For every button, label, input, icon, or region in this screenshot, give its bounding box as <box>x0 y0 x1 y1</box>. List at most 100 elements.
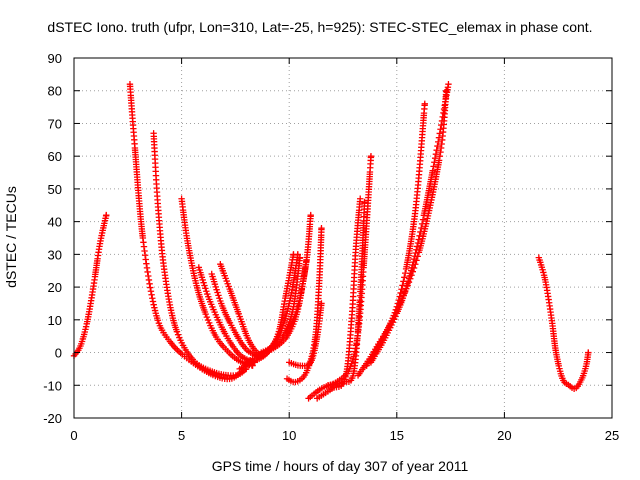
data-point <box>294 303 302 310</box>
data-point <box>387 320 394 328</box>
series-12 <box>283 211 314 337</box>
data-point <box>410 264 418 272</box>
data-point <box>212 283 219 291</box>
data-point <box>399 294 406 302</box>
data-point <box>296 254 304 261</box>
chart-title: dSTEC Iono. truth (ufpr, Lon=310, Lat=-2… <box>47 19 592 35</box>
data-point <box>414 253 421 260</box>
data-point <box>443 87 450 94</box>
series-16 <box>313 195 364 402</box>
data-point <box>403 285 410 292</box>
data-point <box>307 211 314 219</box>
data-point <box>174 331 182 338</box>
data-point <box>296 297 303 305</box>
data-point <box>357 195 364 202</box>
data-point <box>395 303 402 311</box>
y-axis-label: dSTEC / TECUs <box>3 186 19 288</box>
data-point <box>419 216 427 223</box>
data-point <box>413 257 420 264</box>
data-point <box>401 274 408 281</box>
series-17 <box>324 198 368 389</box>
data-point <box>147 284 154 291</box>
data-point <box>213 286 220 293</box>
data-series <box>70 80 592 402</box>
data-point <box>147 288 155 295</box>
y-tick-label: 0 <box>55 346 62 361</box>
data-point <box>200 279 207 286</box>
y-tick-label: 30 <box>48 247 62 262</box>
y-tick-label: 70 <box>48 116 62 131</box>
data-point <box>203 288 210 295</box>
x-tick-label: 25 <box>605 428 619 443</box>
data-point <box>407 275 414 282</box>
data-point <box>361 198 368 206</box>
data-point <box>103 211 110 219</box>
series-14 <box>286 300 325 370</box>
series-4 <box>178 195 256 369</box>
y-tick-label: 20 <box>48 280 62 295</box>
data-point <box>435 134 443 141</box>
data-point <box>342 373 349 381</box>
data-point <box>431 154 439 162</box>
series-20 <box>363 87 450 369</box>
data-point <box>393 306 401 314</box>
data-point <box>392 309 399 316</box>
data-point <box>154 317 162 324</box>
data-point <box>384 326 391 333</box>
x-tick-label: 0 <box>70 428 77 443</box>
data-point <box>201 282 208 289</box>
data-point <box>148 291 155 298</box>
data-point <box>418 224 425 232</box>
data-point <box>408 272 415 279</box>
data-point <box>367 152 375 160</box>
grid-lines <box>74 58 612 418</box>
data-point <box>445 80 452 88</box>
data-point <box>405 278 413 286</box>
data-point <box>202 285 209 292</box>
data-point <box>150 301 157 308</box>
data-point <box>436 152 444 160</box>
data-point <box>435 138 442 146</box>
data-point <box>435 157 443 164</box>
axis-ticks: 0 5 10 15 20 25 -20 -10 0 10 20 30 40 50 60 70 80 90 <box>43 51 619 443</box>
data-point <box>430 163 437 170</box>
plot-frame <box>73 57 613 419</box>
x-tick-label: 15 <box>390 428 404 443</box>
data-point <box>145 272 152 280</box>
data-point <box>203 313 211 321</box>
data-point <box>149 295 156 302</box>
data-point <box>215 292 222 299</box>
x-axis-label: GPS time / hours of day 307 of year 2011 <box>212 458 469 474</box>
data-point <box>421 100 428 108</box>
data-point <box>295 300 302 308</box>
data-point <box>149 298 157 305</box>
y-tick-label: 60 <box>48 149 62 164</box>
data-point <box>540 269 547 276</box>
x-tick-label: 20 <box>497 428 511 443</box>
data-point <box>388 318 396 325</box>
data-point <box>318 300 325 307</box>
data-point <box>434 142 441 150</box>
data-point <box>214 289 221 296</box>
data-point <box>401 288 409 296</box>
data-point <box>146 280 153 287</box>
data-point <box>432 151 440 158</box>
data-point <box>173 328 181 335</box>
y-tick-label: -10 <box>43 378 62 393</box>
series-2 <box>126 80 248 383</box>
data-point <box>202 310 209 318</box>
data-point <box>294 251 302 258</box>
x-tick-label: 5 <box>178 428 185 443</box>
series-21 <box>535 254 592 392</box>
data-point <box>412 261 419 268</box>
data-point <box>391 312 398 319</box>
data-point <box>145 276 153 284</box>
y-tick-label: 50 <box>48 182 62 197</box>
data-point <box>400 291 407 299</box>
data-point <box>397 297 405 305</box>
data-point <box>204 316 212 324</box>
data-point <box>412 249 419 257</box>
y-tick-label: -20 <box>43 411 62 426</box>
x-tick-label: 10 <box>282 428 296 443</box>
